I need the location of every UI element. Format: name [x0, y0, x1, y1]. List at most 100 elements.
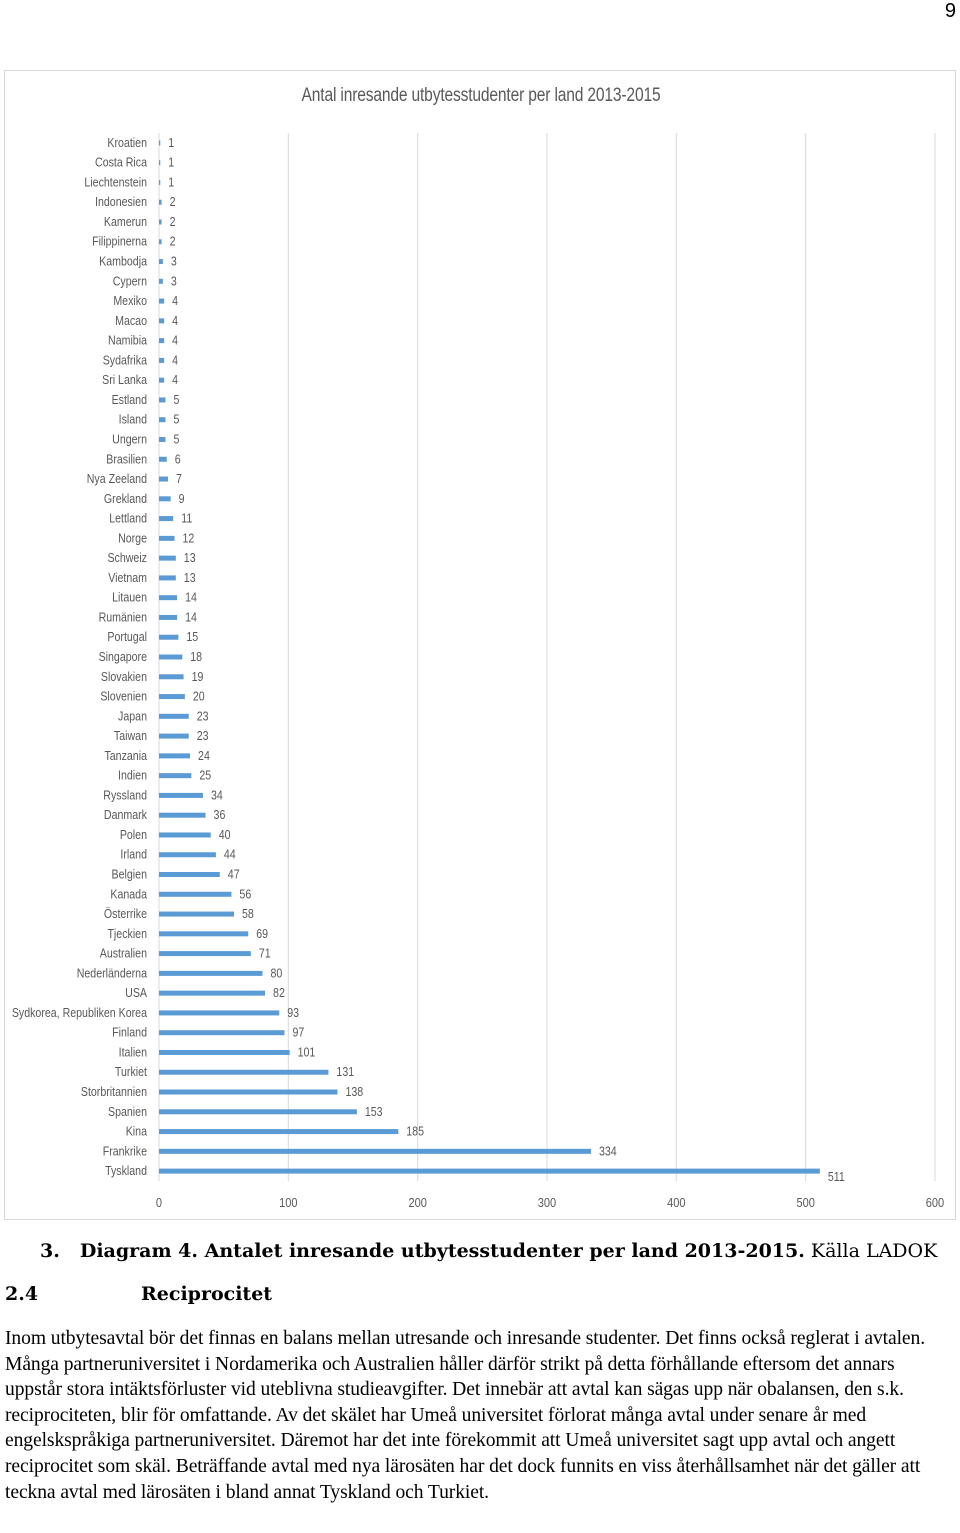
- category-label: Ungern: [112, 433, 147, 447]
- data-label: 3: [171, 275, 177, 289]
- data-label: 14: [185, 591, 197, 605]
- bar: [159, 911, 235, 917]
- data-label: 4: [172, 334, 178, 348]
- bar: [159, 1049, 290, 1055]
- data-label: 20: [193, 690, 205, 704]
- category-label: Indien: [118, 769, 147, 783]
- category-label: Litauen: [112, 591, 147, 605]
- data-label: 11: [181, 512, 192, 526]
- bar: [159, 931, 249, 937]
- category-label: Cypern: [113, 275, 147, 289]
- bar: [159, 1089, 338, 1095]
- bar: [159, 1129, 399, 1135]
- data-label: 131: [336, 1065, 354, 1079]
- bar: [159, 812, 206, 818]
- category-label: Estland: [112, 393, 147, 407]
- bar: [159, 1069, 329, 1075]
- data-label: 56: [239, 888, 251, 902]
- bar: [159, 357, 165, 363]
- bar: [159, 1168, 820, 1174]
- data-label: 153: [365, 1105, 383, 1119]
- data-label: 71: [259, 947, 271, 961]
- data-label: 2: [170, 195, 176, 209]
- bar: [159, 792, 203, 798]
- bar: [159, 496, 171, 502]
- category-label: Sydafrika: [103, 354, 148, 368]
- category-label: Frankrike: [103, 1145, 147, 1159]
- bar: [159, 516, 174, 522]
- category-label: Sydkorea, Republiken Korea: [12, 1006, 148, 1020]
- caption-number: 3.: [40, 1240, 60, 1262]
- data-label: 1: [168, 156, 174, 170]
- data-label: 19: [192, 670, 204, 684]
- bar: [159, 753, 191, 759]
- x-tick-label: 500: [796, 1195, 815, 1210]
- data-label: 58: [242, 907, 254, 921]
- chart-title: Antal inresande utbytesstudenter per lan…: [301, 85, 661, 106]
- category-label: Island: [119, 413, 147, 427]
- category-label: Liechtenstein: [84, 176, 147, 190]
- data-label: 2: [170, 215, 176, 229]
- category-label: USA: [125, 986, 147, 1000]
- data-label: 34: [211, 789, 223, 803]
- bar: [159, 1148, 591, 1154]
- data-label: 5: [173, 433, 179, 447]
- category-label: Schweiz: [107, 551, 147, 565]
- data-label: 12: [183, 532, 195, 546]
- data-label: 93: [287, 1006, 299, 1020]
- data-label: 13: [184, 551, 196, 565]
- x-axis-ticks: 0 100 200 300 400 500 600: [156, 1195, 945, 1210]
- bar: [159, 733, 189, 739]
- bar: [159, 259, 163, 265]
- category-label: Tanzania: [104, 749, 147, 763]
- data-label: 4: [172, 373, 178, 387]
- section-title: Reciprocitet: [141, 1283, 273, 1305]
- section-heading: 2.4 Reciprocitet: [5, 1283, 272, 1305]
- chart-container: Antal inresande utbytesstudenter per lan…: [4, 70, 956, 1220]
- data-label: 1: [168, 176, 174, 190]
- category-label: Belgien: [112, 868, 147, 882]
- data-label: 4: [172, 354, 178, 368]
- bar: [159, 634, 179, 640]
- bar: [159, 397, 166, 403]
- category-label: Sri Lanka: [102, 373, 147, 387]
- data-label: 2: [170, 235, 176, 249]
- data-label: 511: [828, 1170, 845, 1184]
- bar: [159, 773, 192, 779]
- bar: [159, 951, 251, 957]
- bar: [159, 179, 161, 185]
- bar: [159, 160, 161, 166]
- bar: [159, 199, 162, 205]
- bar: [159, 852, 216, 858]
- data-label: 24: [198, 749, 210, 763]
- category-label: Costa Rica: [95, 156, 147, 170]
- category-label: Tjeckien: [107, 927, 147, 941]
- body-paragraph: Inom utbytesavtal bör det finnas en bala…: [5, 1328, 926, 1503]
- category-label: Lettland: [109, 512, 147, 526]
- category-label: Polen: [120, 828, 147, 842]
- data-label: 4: [172, 314, 178, 328]
- bar: [159, 436, 166, 442]
- bar: [159, 278, 163, 284]
- bar: [159, 1010, 280, 1016]
- bar: [159, 1030, 285, 1036]
- category-label: Filippinerna: [92, 235, 147, 249]
- page-number: 9: [944, 0, 956, 22]
- data-label: 6: [175, 452, 181, 466]
- data-label: 69: [256, 927, 268, 941]
- bar: [159, 614, 178, 620]
- bar: [159, 377, 165, 383]
- bar: [159, 318, 165, 324]
- data-label: 25: [199, 769, 211, 783]
- data-label: 4: [172, 294, 178, 308]
- data-label: 82: [273, 986, 285, 1000]
- bar: [159, 872, 220, 878]
- x-tick-label: 200: [408, 1195, 427, 1210]
- category-label: Danmark: [104, 808, 147, 822]
- data-labels: 1112223344444555679111213131414151819202…: [168, 136, 845, 1184]
- category-label: Turkiet: [115, 1065, 148, 1079]
- data-label: 7: [176, 472, 182, 486]
- data-label: 80: [270, 967, 282, 981]
- x-tick-label: 300: [538, 1195, 557, 1210]
- figure-caption: 3. Diagram 4. Antalet inresande utbytesst…: [40, 1240, 937, 1262]
